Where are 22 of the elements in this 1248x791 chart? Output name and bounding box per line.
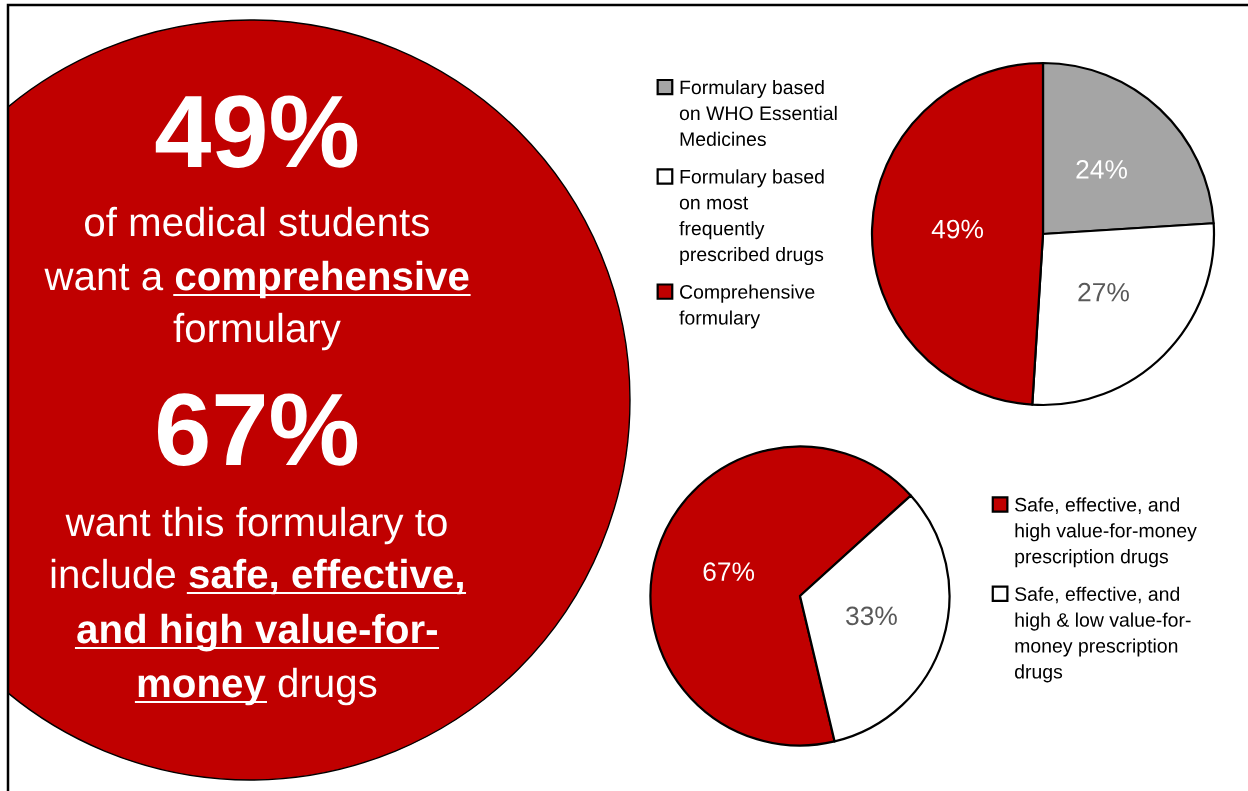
data-label: 49% [931, 219, 984, 239]
legend-label: Formulary based on most frequently prescribed drugs [679, 169, 824, 266]
text: include [51, 558, 175, 589]
text: want this formulary to [65, 506, 447, 545]
legend-label: Safe, effective, and high & low value-for- money prescription drugs [1014, 586, 1191, 683]
legend-label: Safe, effective, and high value-for-money prescription drugs [1015, 497, 1197, 568]
text: of medical students [85, 206, 429, 237]
data-label: 33% [846, 606, 897, 626]
data-label: 24% [1076, 160, 1127, 179]
data-label: 67% [703, 562, 755, 581]
text: safe, effective, [189, 558, 463, 595]
legend-label: Comprehensive formulary [679, 284, 815, 329]
text: money [138, 675, 266, 706]
text: drugs [278, 667, 377, 706]
text: want a [44, 263, 164, 291]
text: comprehensive [175, 260, 469, 299]
text: formulary [173, 312, 341, 351]
data-label: 27% [1078, 282, 1129, 302]
text: 67% [157, 393, 358, 467]
legend-label: Formulary based on WHO Essential Medicines [679, 79, 837, 147]
text: 49% [155, 95, 358, 169]
text: and high value-for- [77, 613, 437, 652]
